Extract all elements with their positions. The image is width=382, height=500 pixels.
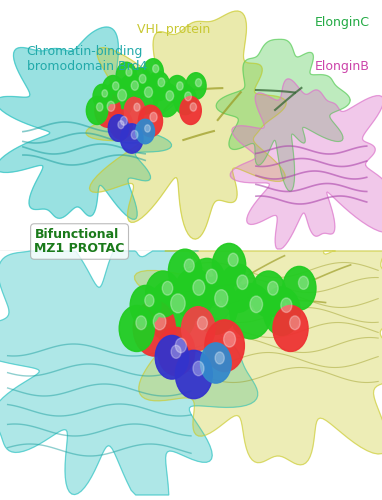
Circle shape	[97, 103, 103, 111]
Polygon shape	[230, 79, 382, 249]
Circle shape	[119, 306, 154, 352]
Circle shape	[86, 96, 108, 124]
Circle shape	[129, 68, 151, 97]
Circle shape	[166, 91, 173, 101]
Text: Chromatin-binding
bromodomain Brd4: Chromatin-binding bromodomain Brd4	[27, 45, 147, 73]
Circle shape	[121, 116, 127, 125]
Circle shape	[180, 96, 201, 124]
Circle shape	[158, 328, 195, 376]
Circle shape	[131, 130, 138, 139]
Circle shape	[175, 350, 212, 399]
Circle shape	[148, 280, 196, 343]
Circle shape	[237, 275, 248, 289]
Circle shape	[215, 290, 228, 307]
Circle shape	[281, 298, 292, 312]
Circle shape	[201, 343, 231, 383]
Circle shape	[102, 76, 124, 104]
Circle shape	[131, 81, 138, 90]
Circle shape	[185, 92, 191, 100]
Circle shape	[124, 97, 145, 124]
Circle shape	[230, 284, 272, 339]
Circle shape	[189, 258, 225, 306]
Circle shape	[263, 287, 300, 336]
Circle shape	[147, 72, 170, 101]
Circle shape	[290, 316, 300, 330]
Circle shape	[139, 74, 146, 83]
Circle shape	[223, 332, 235, 347]
Circle shape	[268, 282, 278, 295]
Circle shape	[134, 103, 140, 111]
Circle shape	[212, 244, 246, 287]
Circle shape	[116, 62, 137, 89]
Circle shape	[107, 102, 115, 112]
Circle shape	[145, 294, 154, 306]
Circle shape	[118, 120, 124, 128]
Circle shape	[118, 90, 126, 101]
Circle shape	[138, 106, 162, 136]
Circle shape	[228, 253, 238, 266]
Circle shape	[113, 82, 119, 90]
Circle shape	[273, 306, 308, 352]
Circle shape	[153, 314, 166, 330]
Text: ElonginB: ElonginB	[314, 60, 369, 73]
Circle shape	[95, 94, 121, 128]
Circle shape	[184, 259, 194, 272]
Circle shape	[205, 320, 244, 372]
Polygon shape	[86, 11, 286, 239]
Circle shape	[219, 264, 256, 312]
Circle shape	[110, 110, 132, 139]
Circle shape	[194, 277, 238, 334]
Circle shape	[130, 286, 161, 326]
Circle shape	[174, 268, 214, 320]
Circle shape	[186, 72, 206, 100]
Circle shape	[283, 266, 316, 310]
Circle shape	[190, 103, 196, 111]
Circle shape	[150, 112, 157, 122]
Circle shape	[174, 86, 196, 114]
Circle shape	[132, 79, 159, 114]
Circle shape	[146, 271, 181, 317]
Circle shape	[197, 316, 207, 330]
Circle shape	[126, 68, 132, 76]
Circle shape	[145, 125, 150, 132]
Circle shape	[153, 64, 159, 72]
Circle shape	[298, 276, 309, 289]
Circle shape	[167, 76, 188, 104]
Circle shape	[193, 361, 204, 376]
Text: ElonginC: ElonginC	[314, 16, 369, 29]
Circle shape	[171, 294, 185, 313]
Circle shape	[196, 78, 202, 86]
Circle shape	[250, 296, 262, 312]
Circle shape	[175, 338, 186, 352]
Circle shape	[104, 80, 133, 119]
Circle shape	[136, 316, 146, 330]
Circle shape	[133, 301, 175, 356]
Polygon shape	[216, 40, 350, 192]
Circle shape	[120, 74, 144, 106]
Circle shape	[154, 83, 180, 117]
Circle shape	[136, 119, 154, 144]
Circle shape	[144, 87, 152, 98]
Circle shape	[162, 282, 173, 295]
Polygon shape	[0, 27, 177, 220]
Circle shape	[177, 82, 183, 90]
Circle shape	[193, 280, 205, 295]
Circle shape	[181, 306, 215, 350]
Circle shape	[168, 249, 202, 293]
Polygon shape	[0, 251, 258, 495]
Circle shape	[171, 345, 181, 358]
Polygon shape	[134, 251, 382, 465]
Circle shape	[251, 271, 286, 317]
Circle shape	[121, 124, 143, 153]
Circle shape	[155, 336, 189, 379]
Circle shape	[93, 84, 112, 109]
Text: Bifunctional
MZ1 PROTAC: Bifunctional MZ1 PROTAC	[34, 228, 125, 256]
Circle shape	[108, 114, 129, 141]
Circle shape	[143, 58, 163, 86]
Circle shape	[158, 78, 165, 86]
Circle shape	[206, 269, 217, 283]
Circle shape	[215, 352, 224, 364]
Text: VHL protein: VHL protein	[137, 22, 210, 36]
Circle shape	[102, 90, 107, 97]
